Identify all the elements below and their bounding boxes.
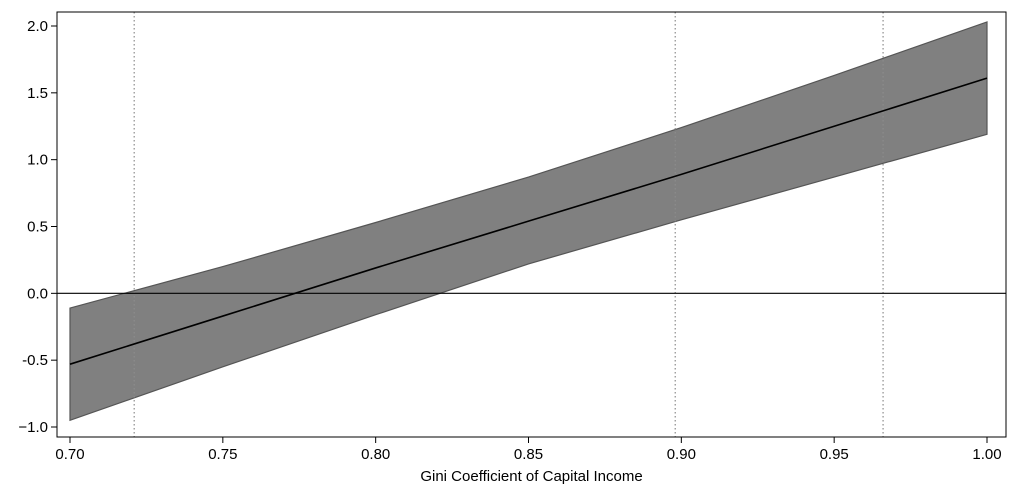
x-axis: 0.70 0.75 0.80 0.85 0.90 0.95 1.00 bbox=[55, 437, 1002, 463]
plot-frame bbox=[56, 11, 1007, 438]
y-tick-label: 1.0 bbox=[27, 152, 48, 169]
y-tick-label: 1.5 bbox=[27, 85, 48, 102]
y-tick-label: 0.5 bbox=[27, 219, 48, 236]
x-tick-label: 0.90 bbox=[667, 446, 696, 463]
x-tick-label: 0.85 bbox=[514, 446, 543, 463]
y-tick-label: 2.0 bbox=[27, 18, 48, 35]
x-axis-label: Gini Coefficient of Capital Income bbox=[420, 468, 642, 485]
y-tick-label: -0.5 bbox=[22, 352, 48, 369]
x-tick-label: 0.75 bbox=[208, 446, 237, 463]
x-tick-label: 0.80 bbox=[361, 446, 390, 463]
y-tick-label: 0.0 bbox=[27, 285, 48, 302]
y-axis: −1.0 -0.5 0.0 0.5 1.0 1.5 2.0 bbox=[18, 18, 57, 436]
x-tick-label: 0.70 bbox=[55, 446, 84, 463]
x-tick-label: 0.95 bbox=[820, 446, 849, 463]
estimate-line bbox=[69, 77, 988, 365]
x-tick-label: 1.00 bbox=[972, 446, 1001, 463]
plot-area bbox=[56, 11, 1007, 438]
y-tick-label: −1.0 bbox=[18, 419, 48, 436]
